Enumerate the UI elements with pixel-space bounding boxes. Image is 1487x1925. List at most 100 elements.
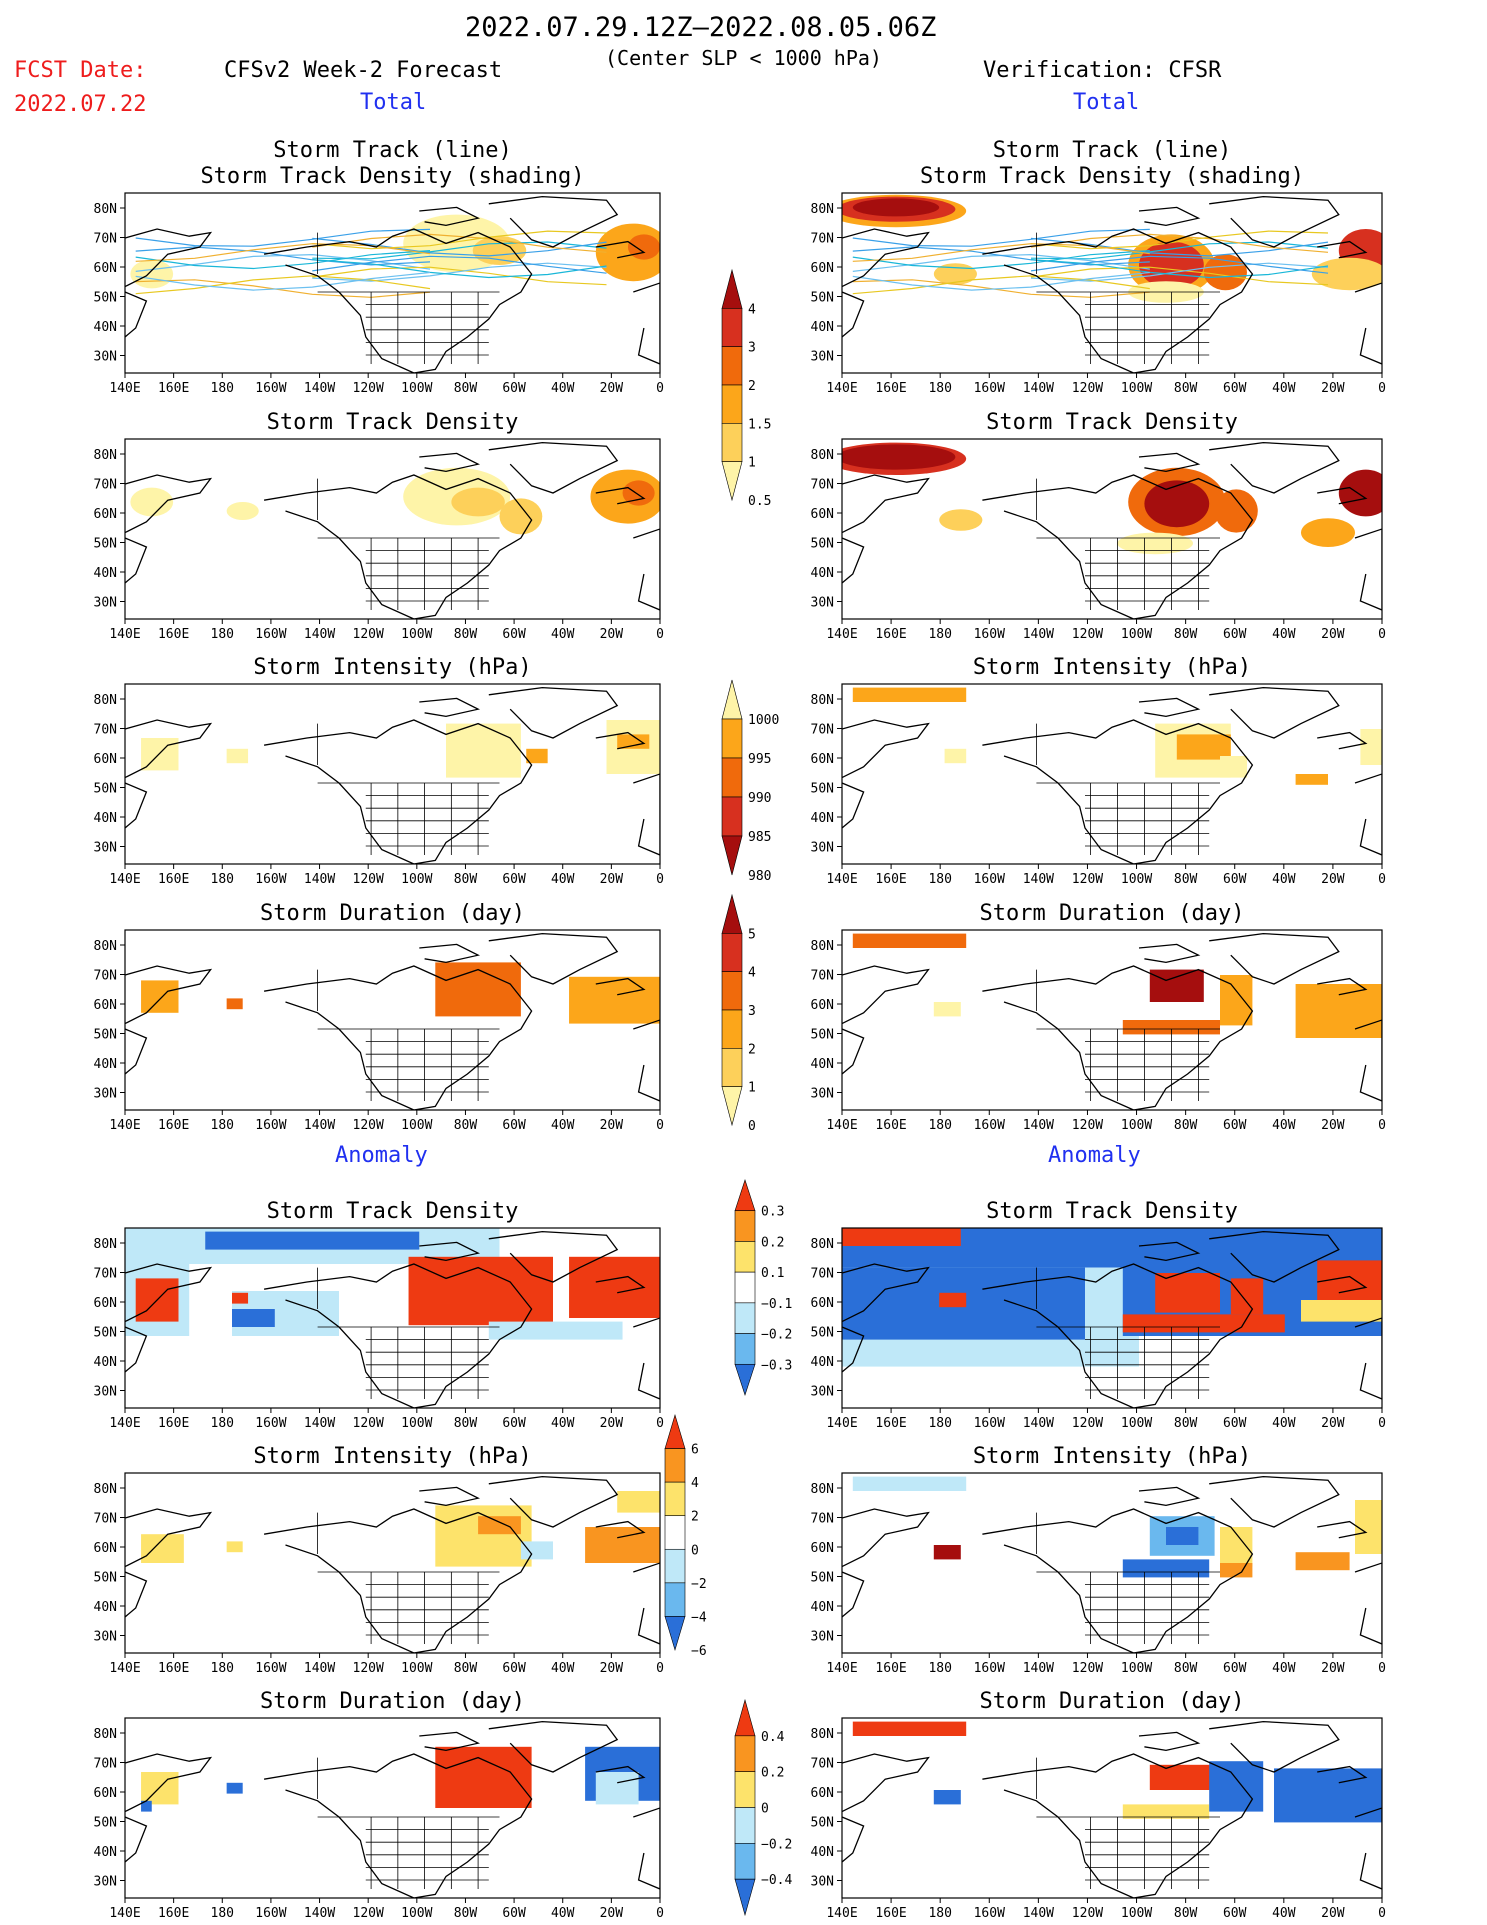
storm-track-line [1030,255,1329,274]
panel-title: Storm Duration (day) [260,1689,525,1714]
x-tick-label: 120W [1072,381,1103,396]
colorbar-label: 0.2 [761,1235,784,1250]
field-cell [585,1527,660,1563]
panel-title: Storm Duration (day) [260,901,525,926]
coastline [842,1508,930,1568]
x-tick-label: 180 [211,627,234,642]
coastline [842,719,930,779]
panel-title: Storm Intensity (hPa) [253,655,531,680]
colorbar-label: 3 [748,1004,756,1019]
x-tick-label: 120W [353,381,384,396]
storm-track-line [852,246,1150,266]
coastline [1209,686,1340,739]
x-tick-label: 0 [1378,872,1386,887]
coastline [1354,528,1382,611]
y-tick-label: 30N [811,1630,834,1645]
field-cell [617,1491,660,1513]
field-cell [141,980,179,1013]
coastline [1138,452,1201,473]
y-tick-label: 80N [811,1237,834,1252]
y-tick-label: 70N [811,1267,834,1282]
panel-field [125,932,660,1110]
forecast-column-title: CFSv2 Week-2 Forecast [224,58,503,83]
panel-background [842,1473,1382,1653]
x-tick-label: 60W [1223,1661,1247,1676]
y-tick-label: 70N [94,1757,117,1772]
panel-frame [124,438,661,620]
y-tick-label: 50N [811,291,834,306]
map-panel-vf-duration-anom: Storm Duration (day) 140E 160E 180 160W 140W 1… [811,1689,1386,1921]
y-tick-label: 60N [811,507,834,522]
field-cell [205,1231,420,1250]
storm-track-line [852,250,1150,270]
x-tick-label: 160E [875,872,906,887]
field-cell [1220,975,1253,1026]
density-blob [622,480,655,506]
panel-background [125,1473,660,1653]
y-tick-label: 60N [811,1786,834,1801]
x-tick-label: 80W [1174,1118,1198,1133]
y-tick-label: 30N [811,841,834,856]
y-tick-label: 60N [811,261,834,276]
map-panel-vf-density-anom: Storm Track Density 140E 160E 180 160W 140W 12… [811,1199,1386,1431]
y-tick-label: 40N [811,1600,834,1615]
colorbar-swatch [734,1241,756,1273]
coastline [125,782,148,829]
x-tick-label: 80W [454,627,478,642]
y-tick-label: 30N [94,1385,117,1400]
y-tick-label: 80N [94,1482,117,1497]
density-blob [1301,518,1355,547]
y-tick-label: 40N [811,1355,834,1370]
field-cell [933,1790,961,1805]
field-cell [226,998,243,1010]
coastline [488,932,619,985]
x-tick-label: 140E [826,1118,857,1133]
y-tick-label: 80N [811,1727,834,1742]
panel-title: Storm Track Density (shading) [200,164,584,189]
x-tick-label: 140W [1023,627,1054,642]
density-blob [499,498,543,535]
coastline [1138,1486,1201,1507]
colorbar-label: 990 [748,791,771,806]
y-tick-label: 30N [811,596,834,611]
field-cell [141,1534,184,1563]
coastline [633,1807,660,1890]
coastline [125,1508,213,1568]
coastline [1317,1765,1368,1784]
coastline [488,1720,619,1773]
coastline [488,195,619,248]
storm-track-line [1030,266,1329,286]
density-blob [842,444,956,470]
panel-background [842,684,1382,864]
colorbar-label: 1000 [748,713,779,728]
coastline [419,697,481,718]
coastline [842,474,930,534]
coastline [419,1241,481,1262]
x-tick-label: 180 [928,1906,951,1921]
panel-field [125,195,660,373]
coastline [633,1562,660,1645]
map-panel-vf-intensity: Storm Intensity (hPa) 140E 160E 180 160W 140W… [811,655,1386,887]
field-cell [944,748,967,764]
y-tick-label: 40N [811,320,834,335]
coastline [1209,1720,1340,1773]
x-tick-label: 140W [1023,1906,1054,1921]
x-tick-label: 0 [1378,1661,1386,1676]
x-tick-label: 120W [353,1416,384,1431]
panel-field [842,441,1382,619]
x-tick-label: 80W [1174,1661,1198,1676]
coastline [263,1508,533,1653]
x-tick-label: 40W [551,381,575,396]
x-tick-label: 60W [502,872,526,887]
x-tick-label: 180 [928,1661,951,1676]
y-tick-label: 30N [94,841,117,856]
field-cell [1149,1764,1215,1790]
colorbar-label: 6 [691,1443,699,1458]
x-tick-label: 40W [551,627,575,642]
y-tick-label: 60N [94,261,117,276]
coastline [1209,1475,1340,1528]
colorbar-swatch [664,1448,686,1483]
x-tick-label: 140W [1023,1118,1054,1133]
storm-track-line [1030,241,1329,260]
colorbar-swatch [734,1735,756,1772]
